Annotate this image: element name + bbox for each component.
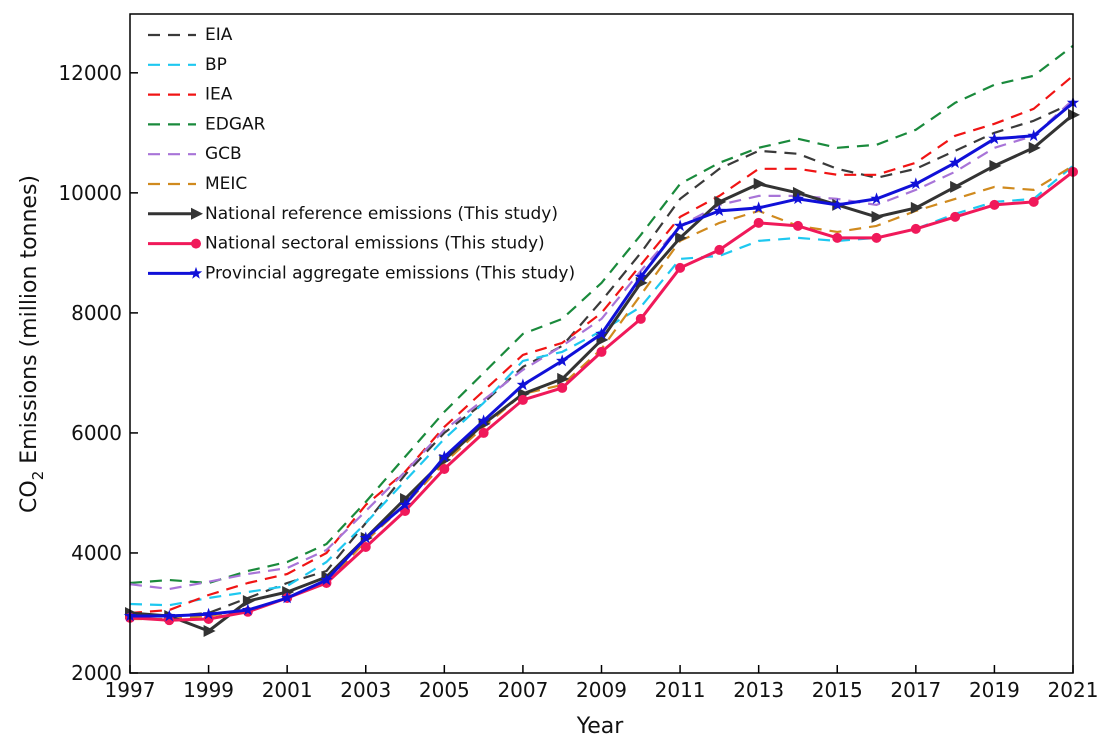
y-label-main: CO	[17, 480, 42, 513]
marker	[557, 372, 570, 385]
series-line	[130, 101, 1074, 618]
marker	[753, 217, 764, 228]
x-tick-label: 2021	[1048, 678, 1099, 702]
legend-label: BP	[205, 55, 227, 75]
y-tick-label: 2000	[71, 661, 122, 685]
marker	[557, 382, 568, 393]
marker	[556, 354, 569, 367]
marker	[596, 346, 607, 357]
marker	[909, 177, 922, 190]
marker	[792, 186, 805, 199]
marker	[752, 201, 765, 214]
x-tick-label: 2005	[419, 678, 470, 702]
marker	[1027, 129, 1040, 142]
marker	[675, 231, 688, 244]
marker	[320, 573, 333, 586]
marker	[714, 195, 727, 208]
y-label-sub: 2	[29, 471, 47, 481]
marker	[1028, 141, 1041, 154]
marker	[203, 624, 216, 637]
marker	[1028, 196, 1039, 207]
marker	[950, 211, 961, 222]
legend-marker	[191, 207, 203, 220]
marker	[870, 192, 883, 205]
marker	[359, 531, 372, 544]
marker	[516, 378, 530, 391]
marker	[242, 594, 255, 607]
x-tick-label: 2019	[969, 678, 1020, 702]
x-tick-label: 2007	[497, 678, 548, 702]
legend-label: IEA	[205, 85, 233, 105]
marker	[634, 270, 647, 283]
series-line	[129, 113, 1074, 633]
y-tick-label: 12000	[58, 61, 122, 85]
marker	[595, 327, 608, 340]
marker	[241, 603, 255, 616]
marker	[673, 219, 687, 232]
marker	[635, 313, 646, 324]
y-tick-label: 8000	[71, 301, 122, 325]
series-line	[129, 44, 1074, 585]
marker	[675, 262, 686, 273]
legend-label: Provincial aggregate emissions (This stu…	[205, 263, 575, 283]
marker	[400, 492, 413, 505]
marker	[478, 427, 489, 438]
y-tick-label: 6000	[71, 421, 122, 445]
series-line	[129, 98, 1074, 591]
legend-label: EIA	[205, 25, 233, 45]
y-axis-label: CO2 Emissions (million tonnes)	[17, 175, 47, 513]
y-label-rest: Emissions (million tonnes)	[17, 175, 42, 471]
series-line	[129, 101, 1074, 618]
x-tick-label: 1999	[183, 678, 234, 702]
marker	[989, 159, 1002, 172]
x-tick-label: 2001	[262, 678, 313, 702]
marker	[714, 244, 725, 255]
marker	[713, 204, 726, 217]
legend-label: MEIC	[205, 174, 247, 194]
x-tick-label: 2009	[576, 678, 627, 702]
marker	[360, 541, 371, 552]
y-tick-label: 4000	[71, 541, 122, 565]
marker	[988, 132, 1001, 145]
x-tick-label: 2017	[890, 678, 941, 702]
marker	[398, 498, 412, 511]
marker	[832, 232, 843, 243]
marker	[831, 198, 844, 211]
legend-label: National sectoral emissions (This study)	[205, 234, 545, 254]
marker	[517, 394, 528, 405]
marker	[753, 177, 766, 190]
marker	[989, 199, 1000, 210]
series-line	[129, 164, 1074, 607]
x-tick-label: 2015	[812, 678, 863, 702]
marker	[163, 609, 176, 622]
marker	[948, 156, 962, 169]
marker	[438, 450, 451, 463]
marker	[871, 232, 882, 243]
x-tick-label: 2003	[340, 678, 391, 702]
legend-label: GCB	[205, 144, 242, 164]
legend-marker	[189, 266, 203, 279]
x-tick-label: 2013	[733, 678, 784, 702]
marker	[281, 591, 294, 604]
legend-label: National reference emissions (This study…	[205, 204, 558, 224]
x-tick-label: 2011	[655, 678, 706, 702]
marker	[910, 201, 923, 214]
marker	[871, 210, 884, 223]
marker	[477, 414, 490, 427]
marker	[1068, 108, 1080, 121]
x-tick-label: 1997	[105, 678, 156, 702]
legend-label: EDGAR	[205, 114, 266, 134]
marker	[202, 607, 215, 620]
series-line	[129, 74, 1074, 615]
legend-marker	[191, 238, 201, 249]
marker	[910, 223, 921, 234]
x-axis-label: Year	[576, 714, 625, 738]
marker	[439, 463, 450, 474]
plot-frame	[129, 13, 1074, 674]
marker	[950, 180, 963, 193]
marker	[791, 192, 805, 205]
y-tick-label: 10000	[58, 181, 122, 205]
marker	[792, 220, 803, 231]
